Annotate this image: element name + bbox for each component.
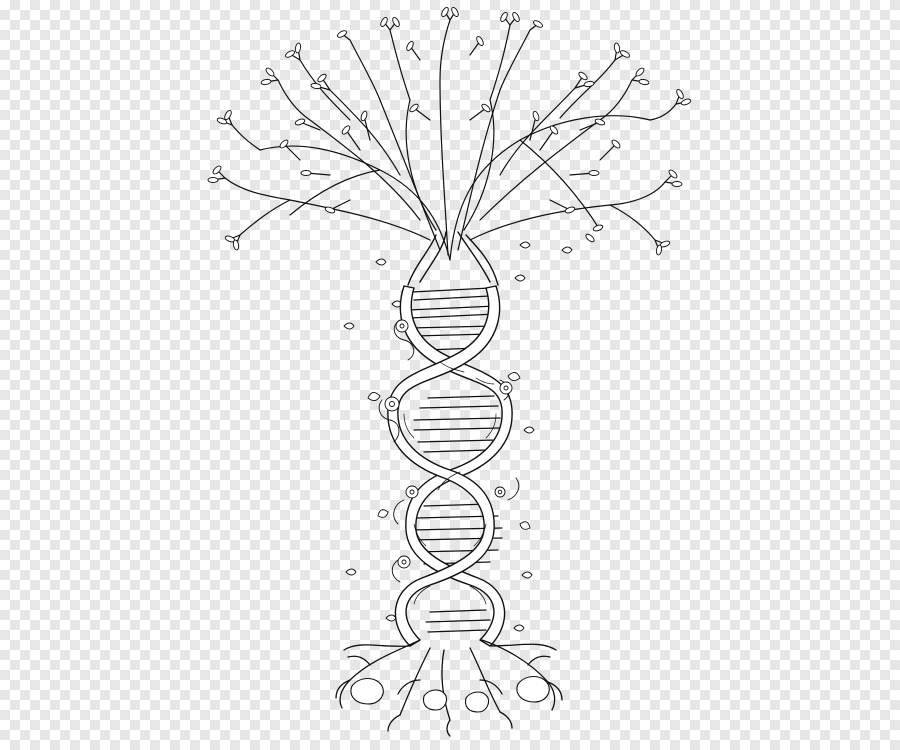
tree-canopy [212, 11, 687, 261]
root-rocks [350, 675, 550, 713]
falling-leaves [343, 241, 573, 632]
roots [335, 639, 563, 737]
flowers [367, 319, 531, 569]
leaves [207, 7, 692, 256]
strand-bark-texture [403, 361, 497, 605]
trunk [407, 231, 499, 286]
dna-helix [367, 285, 531, 647]
